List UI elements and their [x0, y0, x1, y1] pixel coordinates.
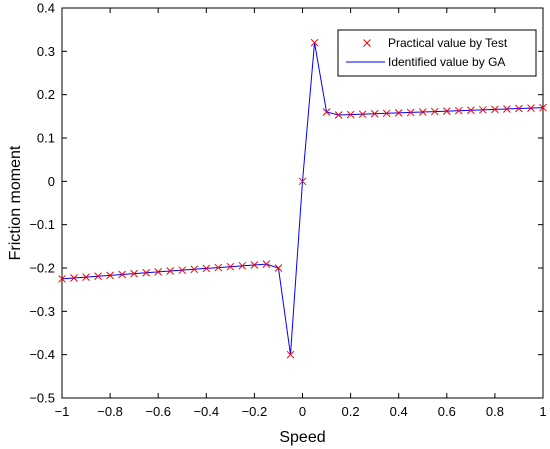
legend: Practical value by Test Identified value…	[337, 29, 537, 77]
data-point-practical	[322, 108, 331, 116]
data-point-practical	[154, 268, 163, 276]
x-tick-label: 0.6	[438, 404, 456, 419]
data-point-practical	[142, 268, 151, 277]
data-point-practical	[214, 263, 223, 272]
data-point-practical	[238, 261, 247, 270]
data-point-practical	[202, 264, 211, 273]
y-tick-label: −0.5	[29, 391, 55, 406]
data-point-practical	[166, 267, 175, 275]
x-tick-label: −0.2	[242, 404, 268, 419]
y-axis-ticks: −0.5 −0.4 −0.3 −0.2 −0.1 0 0.1 0.2 0.3 0.4	[29, 1, 543, 406]
data-point-practical	[58, 274, 66, 283]
legend-label-identified: Identified value by GA	[388, 55, 505, 69]
data-point-practical	[539, 103, 547, 112]
data-point-practical	[382, 109, 391, 118]
data-point-practical	[178, 266, 187, 275]
data-point-practical	[406, 108, 415, 117]
y-axis-label: Friction moment	[7, 145, 24, 260]
data-point-practical	[82, 273, 90, 281]
data-point-practical	[346, 110, 355, 119]
data-point-practical	[370, 109, 379, 118]
x-tick-label: −1	[55, 404, 70, 419]
y-tick-label: −0.1	[29, 217, 55, 232]
data-point-practical	[70, 274, 78, 282]
y-tick-label: 0.4	[37, 1, 55, 16]
y-tick-label: −0.4	[29, 347, 55, 362]
y-tick-label: 0.1	[37, 131, 55, 146]
legend-marker-practical	[363, 39, 371, 47]
data-point-practical	[454, 106, 463, 115]
data-point-practical	[358, 110, 367, 119]
data-point-practical	[190, 265, 199, 274]
data-point-practical	[250, 261, 259, 269]
data-point-practical	[94, 272, 102, 281]
data-point-practical	[442, 107, 451, 115]
x-tick-label: −0.4	[193, 404, 219, 419]
data-point-practical	[226, 262, 235, 271]
x-tick-label: 0.4	[390, 404, 408, 419]
data-point-practical	[430, 107, 439, 116]
y-tick-label: 0.3	[37, 44, 55, 59]
data-point-practical	[466, 106, 475, 115]
series-layer	[58, 38, 547, 359]
data-point-practical	[418, 108, 427, 116]
x-axis-label: Speed	[279, 429, 325, 446]
data-point-practical	[118, 270, 126, 279]
x-tick-label: 0.8	[486, 404, 504, 419]
legend-label-practical: Practical value by Test	[388, 36, 508, 50]
x-tick-label: 0.2	[342, 404, 360, 419]
y-tick-label: 0.2	[37, 87, 55, 102]
data-point-practical	[394, 109, 403, 117]
data-point-practical	[334, 111, 343, 119]
data-point-practical	[274, 264, 283, 272]
x-tick-label: 1	[539, 404, 546, 419]
x-axis-ticks: −1 −0.8 −0.6 −0.4 −0.2 0 0.2 0.4 0.6 0.8 1	[55, 8, 547, 419]
data-point-practical	[527, 104, 535, 112]
y-tick-label: −0.3	[29, 304, 55, 319]
data-point-practical	[515, 104, 523, 113]
data-point-practical	[130, 269, 139, 278]
data-point-practical	[286, 350, 295, 359]
data-point-practical	[298, 177, 307, 186]
data-point-practical	[262, 260, 271, 268]
data-point-practical	[479, 105, 487, 114]
x-tick-label: 0	[299, 404, 306, 419]
y-tick-label: −0.2	[29, 261, 55, 276]
data-point-practical	[503, 105, 511, 113]
x-tick-label: −0.6	[145, 404, 171, 419]
legend-box	[337, 29, 537, 77]
x-tick-label: −0.8	[97, 404, 123, 419]
data-point-practical	[310, 38, 319, 47]
y-tick-label: 0	[48, 174, 55, 189]
data-point-practical	[491, 105, 499, 114]
data-point-practical	[106, 271, 114, 280]
